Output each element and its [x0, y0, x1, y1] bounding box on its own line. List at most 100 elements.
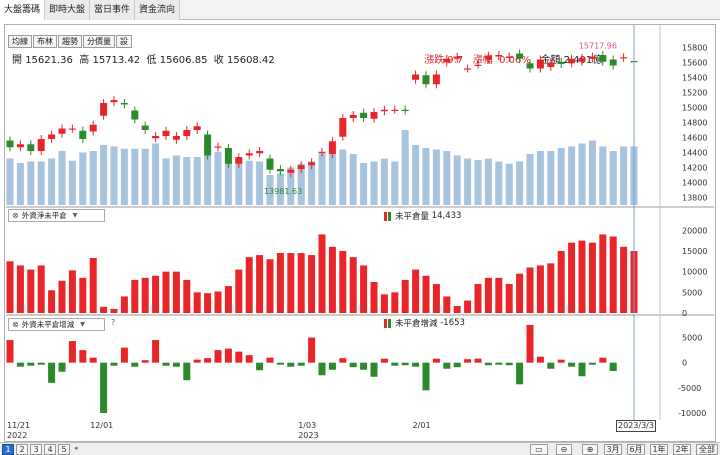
- x-axis-tick: 12/01: [90, 421, 113, 430]
- change-bar: [68, 341, 76, 363]
- candle-body: [131, 110, 139, 120]
- pct-label: 漲幅: [472, 55, 493, 66]
- change-bar: [204, 358, 212, 363]
- change-bar: [370, 362, 378, 377]
- change-bar: [422, 362, 430, 391]
- range-6m-button[interactable]: 6月: [627, 444, 645, 455]
- zoom-out-icon[interactable]: ⊖: [556, 444, 572, 455]
- change-bar: [328, 362, 336, 370]
- candle-body: [110, 100, 118, 103]
- change-label: 漲跌: [424, 55, 445, 66]
- oi-bar: [183, 279, 191, 313]
- tab-market-chips[interactable]: 大盤籌碼: [0, 0, 46, 20]
- panel2-selector[interactable]: ⊗ 外資淨未平倉 ▼: [8, 209, 105, 222]
- zoom-in-icon[interactable]: ⊕: [582, 444, 598, 455]
- oi-axis-tick: 5000: [682, 288, 702, 297]
- candle-body: [339, 118, 347, 137]
- oi-bar: [235, 269, 243, 313]
- change-bar: [183, 362, 191, 381]
- oi-bar: [578, 240, 586, 313]
- oi-bar: [526, 267, 534, 313]
- tab-daily-events[interactable]: 當日事件: [90, 0, 136, 20]
- close-icon[interactable]: ⊗: [12, 320, 19, 329]
- bollinger-button[interactable]: 布林: [33, 35, 57, 48]
- oi-bar: [339, 250, 347, 313]
- change-bar: [412, 362, 420, 367]
- change-bar: [308, 337, 316, 363]
- price-axis-tick: 15000: [682, 104, 707, 113]
- chevron-down-icon: ▼: [80, 321, 85, 328]
- trend-button[interactable]: 趨勢: [58, 35, 82, 48]
- candle-body: [422, 75, 430, 85]
- oi-bar: [391, 292, 399, 313]
- page-4-button[interactable]: 4: [44, 444, 56, 455]
- oi-bar: [6, 261, 14, 313]
- change-bar: [131, 362, 139, 367]
- page-5-button[interactable]: 5: [58, 444, 70, 455]
- volume-bar: [495, 161, 503, 205]
- volume-bar: [235, 158, 243, 205]
- change-bar: [339, 358, 347, 363]
- settings-button[interactable]: 設: [116, 35, 132, 48]
- oi-axis-tick: 15000: [682, 247, 707, 256]
- tab-fund-flow[interactable]: 資金流向: [135, 0, 181, 20]
- volume-bar: [360, 163, 368, 205]
- volume-bar: [599, 146, 607, 205]
- change-bar: [16, 362, 24, 367]
- candle-body: [89, 124, 97, 132]
- oi-bar: [152, 275, 160, 313]
- volume-profile-button[interactable]: 分價量: [83, 35, 115, 48]
- panel3-selector[interactable]: ⊗ 外資未平倉增減 ▼: [8, 318, 105, 331]
- change-bar: [547, 362, 555, 369]
- oi-bar: [256, 255, 264, 313]
- change-bar: [453, 362, 461, 368]
- page-1-button[interactable]: 1: [2, 444, 14, 455]
- volume-bar: [349, 154, 357, 205]
- oi-bar: [464, 300, 472, 313]
- range-all-button[interactable]: 全部: [696, 444, 718, 455]
- change-bar: [152, 340, 160, 363]
- page-2-button[interactable]: 2: [16, 444, 28, 455]
- close-icon[interactable]: ⊗: [12, 211, 19, 220]
- help-icon[interactable]: ?: [111, 318, 116, 327]
- volume-bar: [568, 146, 576, 205]
- volume-bar: [526, 154, 534, 205]
- price-axis-tick: 13800: [682, 194, 707, 203]
- price-axis-tick: 15800: [682, 44, 707, 53]
- volume-bar: [536, 151, 544, 205]
- up-swatch-icon: [384, 211, 387, 221]
- volume-bar: [401, 130, 409, 205]
- candle-body: [328, 141, 336, 154]
- volume-bar: [48, 158, 56, 205]
- oi-bar: [37, 265, 45, 313]
- oi-bar: [505, 284, 513, 313]
- volume-bar: [27, 161, 35, 205]
- ma-button[interactable]: 均線: [8, 35, 32, 48]
- oi-bar: [68, 270, 76, 313]
- candle-body: [27, 144, 35, 151]
- scroll-left-icon[interactable]: ◂: [74, 444, 78, 452]
- oi-bar: [141, 277, 149, 313]
- page-3-button[interactable]: 3: [30, 444, 42, 455]
- oi-bar: [453, 305, 461, 313]
- panel3-legend-label: 未平倉增減: [395, 319, 438, 329]
- change-bar: [432, 358, 440, 363]
- panel3-legend-value: -1653: [440, 318, 465, 328]
- x-axis-year: 2022: [7, 431, 27, 440]
- volume-bar: [297, 163, 305, 205]
- range-2y-button[interactable]: 2年: [673, 444, 691, 455]
- candle-body: [557, 61, 565, 64]
- candle-body: [318, 151, 326, 153]
- range-3m-button[interactable]: 3月: [604, 444, 622, 455]
- scrollbar-thumb[interactable]: ▭: [530, 444, 548, 455]
- volume-bar: [141, 148, 149, 205]
- range-1y-button[interactable]: 1年: [650, 444, 668, 455]
- x-axis-year: 2023: [298, 431, 318, 440]
- volume-bar: [484, 158, 492, 205]
- candle-body: [235, 157, 243, 164]
- volume-bar: [557, 148, 565, 205]
- tab-realtime-market[interactable]: 即時大盤: [45, 0, 91, 20]
- oi-bar: [360, 265, 368, 313]
- low-price-annotation: 13981.63: [264, 187, 302, 196]
- oi-bar: [89, 257, 97, 313]
